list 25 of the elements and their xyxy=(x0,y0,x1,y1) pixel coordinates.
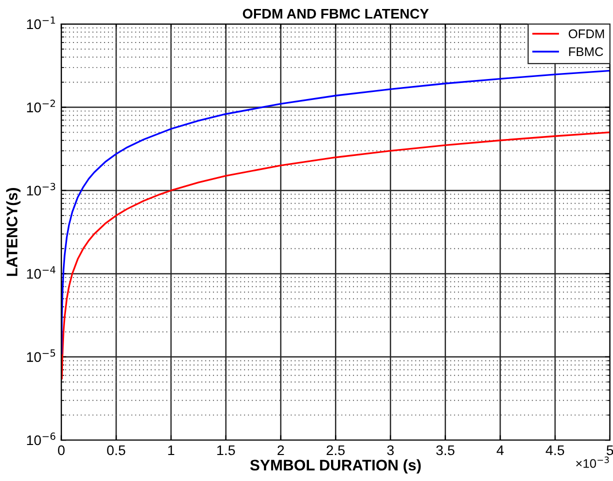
y-tick-label: 10$^{−4}$ xyxy=(27,266,56,279)
legend-label: FBMC xyxy=(569,47,604,56)
x-axis-title: SYMBOL DURATION (s) xyxy=(250,459,421,474)
line-series xyxy=(61,131,610,380)
x-tick-label: 4 xyxy=(496,445,504,456)
y-tick-label: 10$^{−5}$ xyxy=(27,349,56,362)
line-series xyxy=(61,70,610,354)
y-tick-label: 10$^{−1}$ xyxy=(27,16,56,30)
legend-label: OFDM xyxy=(568,29,604,38)
x-tick-label: 0 xyxy=(58,445,65,456)
x-tick-label: 4.5 xyxy=(546,445,564,456)
y-tick-label: 10$^{−6}$ xyxy=(27,432,56,446)
chart-title: OFDM AND FBMC LATENCY xyxy=(242,8,429,19)
x-tick-label: 3 xyxy=(387,445,394,456)
x-tick-label: 2 xyxy=(278,445,284,456)
x-tick-label: 5 xyxy=(606,445,613,456)
x-tick-label: 1 xyxy=(168,445,174,456)
x-tick-label: 0.5 xyxy=(107,445,126,456)
y-axis-title: LATENCY(s) xyxy=(6,188,20,276)
x-tick-label: 3.5 xyxy=(436,445,454,456)
x-tick-label: 1.5 xyxy=(217,445,235,456)
y-tick-label: 10$^{−2}$ xyxy=(27,100,55,112)
text: ×10$^{−3}$ xyxy=(576,456,609,468)
y-tick-label: 10$^{−3}$ xyxy=(27,182,56,196)
x-tick-label: 2.5 xyxy=(326,445,345,456)
